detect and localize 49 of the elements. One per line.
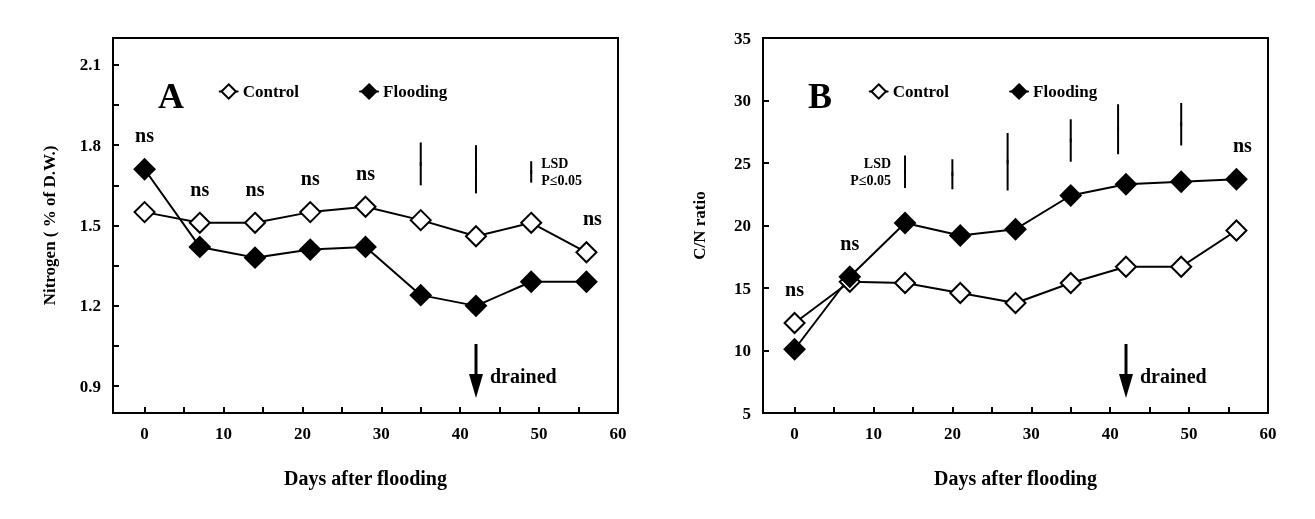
annotation: ns <box>135 124 155 147</box>
x-axis-title: Days after flooding <box>284 467 447 490</box>
x-axis-title: Days after flooding <box>934 467 1097 490</box>
text: B <box>808 76 833 116</box>
annotation: ns <box>245 177 265 200</box>
y-axis-title: Nitrogen ( % of D.W.) <box>40 145 59 306</box>
x-tick-label: 40 <box>1101 424 1119 443</box>
x-tick-label: 40 <box>451 424 469 443</box>
legend-label: Flooding <box>1033 82 1098 101</box>
x-tick-label: 0 <box>790 424 799 443</box>
y-tick-label: 1.5 <box>79 216 101 235</box>
y-tick-label: 2.1 <box>79 55 101 75</box>
annotation: ns <box>300 167 320 190</box>
x-tick-label: 60 <box>609 424 627 443</box>
legend-label: Control <box>242 82 300 101</box>
x-tick-label: 20 <box>293 424 311 443</box>
y-tick-label: 0.9 <box>79 376 101 396</box>
annotation: ns <box>582 207 603 230</box>
annotation: ns <box>356 161 376 184</box>
y-tick-label: 1.2 <box>79 296 101 316</box>
x-tick-label: 50 <box>530 424 548 443</box>
x-tick-label: 10 <box>214 424 232 443</box>
text: A <box>158 76 184 116</box>
y-tick-label: 35 <box>734 28 751 48</box>
annotation: LSD P≤0.05 <box>850 155 892 188</box>
x-tick-label: 10 <box>864 424 882 443</box>
y-tick-label: 1.8 <box>79 135 101 155</box>
y-tick-label: 5 <box>742 403 751 423</box>
y-tick-label: 30 <box>734 91 751 110</box>
annotation: ns <box>190 177 210 200</box>
x-tick-label: 50 <box>1180 424 1198 443</box>
x-tick-label: 30 <box>1022 424 1040 443</box>
annotation: ns <box>1232 134 1253 157</box>
x-tick-label: 30 <box>372 424 390 443</box>
annotation: LSD P≤0.05 <box>541 155 582 188</box>
y-axis-title: C/N ratio <box>690 191 709 260</box>
y-tick-label: 10 <box>734 341 751 360</box>
annotation: ns <box>840 231 860 254</box>
x-tick-label: 0 <box>140 424 149 443</box>
y-tick-label: 20 <box>734 216 751 235</box>
annotation: ns <box>785 278 805 300</box>
y-tick-label: 25 <box>734 153 751 173</box>
legend-label: Control <box>892 82 950 101</box>
x-tick-label: 20 <box>943 424 961 443</box>
ref-line-label: drained <box>489 364 557 387</box>
ref-line-label: drained <box>1139 364 1207 387</box>
legend-label: Flooding <box>383 82 448 101</box>
y-tick-label: 15 <box>734 278 751 298</box>
x-tick-label: 60 <box>1259 424 1277 443</box>
